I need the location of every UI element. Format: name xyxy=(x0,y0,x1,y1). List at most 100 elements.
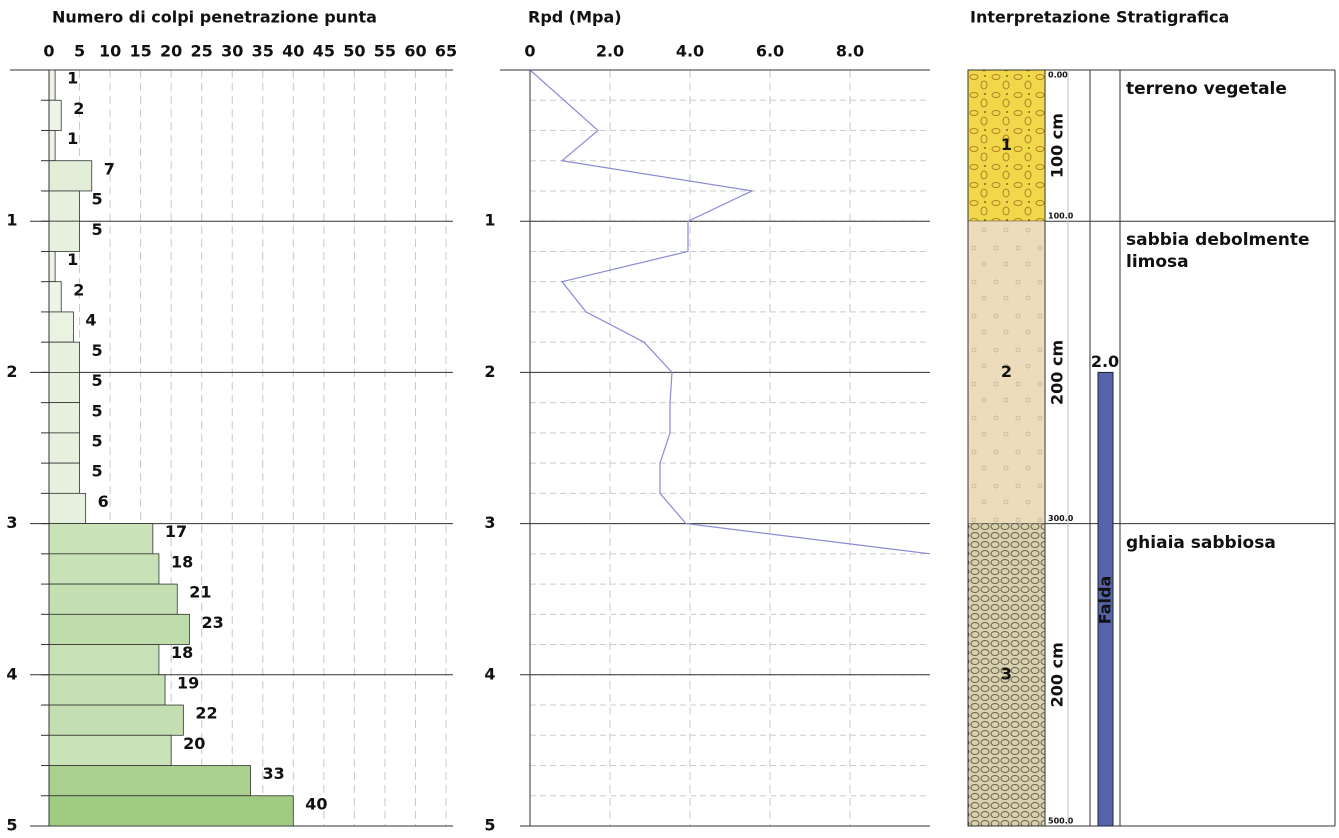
x-tick-label: 20 xyxy=(160,42,182,61)
y-tick-label: 3 xyxy=(6,513,17,532)
boundary-label: 100.0 xyxy=(1048,212,1074,221)
x-tick-label: 4.0 xyxy=(676,42,704,61)
y-tick-label: 5 xyxy=(6,816,17,835)
data-label: 23 xyxy=(201,613,223,632)
layer-description: sabbia debolmente limosa xyxy=(1126,230,1310,273)
x-tick-label: 5 xyxy=(74,42,85,61)
bar xyxy=(48,765,251,797)
y-tick-label: 2 xyxy=(6,362,17,381)
bar xyxy=(48,553,160,585)
layer-description: ghiaia sabbiosa xyxy=(1126,532,1276,553)
bar xyxy=(48,613,190,645)
boundary-label: 0.00 xyxy=(1048,71,1068,80)
layer-id: 2 xyxy=(1001,362,1012,381)
y-tick-label: 2 xyxy=(484,362,495,381)
data-label: 5 xyxy=(92,220,103,239)
bar xyxy=(48,492,87,524)
x-tick-label: 10 xyxy=(99,42,121,61)
data-label: 40 xyxy=(305,794,327,813)
x-tick-label: 50 xyxy=(343,42,365,61)
bar xyxy=(48,130,56,162)
chart-title: Numero di colpi penetrazione punta xyxy=(52,8,377,27)
x-tick-label: 6.0 xyxy=(756,42,784,61)
data-label: 5 xyxy=(92,371,103,390)
bar xyxy=(48,69,56,101)
boundary-label: 300.0 xyxy=(1048,514,1074,523)
data-label: 17 xyxy=(165,522,187,541)
x-tick-label: 0 xyxy=(524,42,535,61)
data-label: 22 xyxy=(195,704,217,723)
data-label: 5 xyxy=(92,190,103,209)
x-tick-label: 65 xyxy=(435,42,457,61)
x-tick-label: 60 xyxy=(404,42,426,61)
bar xyxy=(48,281,62,313)
data-label: 4 xyxy=(85,311,96,330)
bar xyxy=(48,523,154,555)
y-tick-label: 4 xyxy=(484,664,495,683)
bar xyxy=(48,674,166,706)
y-tick-label: 3 xyxy=(484,513,495,532)
description-box: ghiaia sabbiosa xyxy=(1126,532,1276,553)
chart-title: Rpd (Mpa) xyxy=(528,8,622,27)
x-tick-label: 25 xyxy=(191,42,213,61)
bar xyxy=(48,371,80,404)
layer-pattern xyxy=(968,70,1045,222)
data-label: 5 xyxy=(92,341,103,360)
description-box: sabbia debolmente limosa xyxy=(1126,230,1310,273)
bar xyxy=(48,311,74,343)
bar xyxy=(48,734,172,766)
column-frame xyxy=(967,69,1046,827)
data-label: 33 xyxy=(263,764,285,783)
data-label: 1 xyxy=(67,129,78,148)
bar xyxy=(48,160,93,192)
data-label: 2 xyxy=(73,99,84,118)
x-tick-label: 30 xyxy=(221,42,243,61)
water-depth: 2.0 xyxy=(1091,352,1119,371)
data-label: 18 xyxy=(171,552,193,571)
x-tick-label: 15 xyxy=(129,42,151,61)
bar xyxy=(48,251,56,283)
data-label: 21 xyxy=(189,583,211,602)
description-box: terreno vegetale xyxy=(1126,79,1287,99)
data-label: 2 xyxy=(73,280,84,299)
y-tick-label: 1 xyxy=(484,211,495,230)
y-tick-label: 5 xyxy=(484,816,495,835)
layer-id: 1 xyxy=(1001,135,1012,154)
bar xyxy=(48,402,80,434)
layer-id: 3 xyxy=(1001,664,1012,683)
thickness: 200 cm xyxy=(1048,340,1067,405)
data-label: 19 xyxy=(177,673,199,692)
x-tick-label: 0 xyxy=(43,42,54,61)
data-label: 5 xyxy=(92,432,103,451)
bar xyxy=(48,99,62,131)
bar xyxy=(48,795,294,827)
x-tick-label: 45 xyxy=(313,42,335,61)
data-label: 20 xyxy=(183,734,205,753)
water-table xyxy=(1097,371,1114,827)
y-tick-label: 4 xyxy=(6,664,17,683)
layer-pattern xyxy=(968,523,1045,826)
y-tick-label: 1 xyxy=(6,211,17,230)
thickness: 100 cm xyxy=(1048,113,1067,178)
water-label: Falda xyxy=(1096,576,1115,625)
boundary-label: 500.0 xyxy=(1048,817,1074,826)
data-label: 1 xyxy=(67,250,78,269)
data-label: 1 xyxy=(67,69,78,88)
x-tick-label: 8.0 xyxy=(836,42,864,61)
bar xyxy=(48,341,80,373)
bar xyxy=(48,432,80,464)
x-tick-label: 55 xyxy=(374,42,396,61)
data-label: 7 xyxy=(104,159,115,178)
data-label: 18 xyxy=(171,643,193,662)
data-label: 5 xyxy=(92,462,103,481)
layer-pattern xyxy=(968,221,1045,524)
data-label: 5 xyxy=(92,401,103,420)
bar xyxy=(48,220,80,252)
data-label: 6 xyxy=(98,492,109,511)
bar xyxy=(48,704,184,736)
x-tick-label: 40 xyxy=(282,42,304,61)
x-tick-label: 2.0 xyxy=(596,42,624,61)
bar xyxy=(48,583,178,615)
